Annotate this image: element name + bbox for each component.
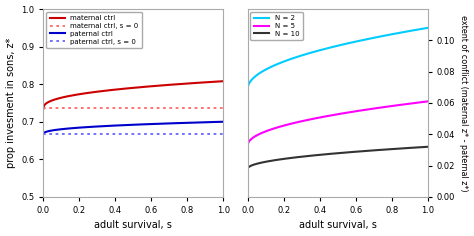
N = 2: [352, 40, 358, 43]
maternal ctrl, s = 0: [41, 106, 47, 109]
N = 10: [246, 166, 251, 169]
maternal ctrl, s = 0: [204, 106, 210, 109]
maternal ctrl: [148, 85, 154, 88]
paternal ctrl, s = 0: [220, 133, 226, 135]
paternal ctrl: [220, 120, 226, 123]
N = 5: [352, 110, 358, 113]
X-axis label: adult survival, s: adult survival, s: [94, 220, 173, 230]
N = 2: [408, 29, 414, 32]
N = 2: [246, 84, 251, 87]
paternal ctrl: [147, 123, 153, 126]
maternal ctrl, s = 0: [148, 106, 154, 109]
Y-axis label: extent of conflict (maternal z* - paternal z*): extent of conflict (maternal z* - patern…: [459, 15, 468, 191]
Line: maternal ctrl: maternal ctrl: [44, 81, 223, 109]
N = 2: [351, 41, 357, 43]
paternal ctrl, s = 0: [41, 133, 47, 135]
paternal ctrl: [151, 122, 156, 125]
N = 2: [355, 40, 361, 42]
maternal ctrl, s = 0: [151, 106, 156, 109]
paternal ctrl: [41, 131, 47, 134]
N = 5: [355, 110, 361, 112]
N = 2: [245, 88, 251, 90]
N = 5: [245, 144, 251, 147]
N = 5: [397, 104, 402, 106]
N = 5: [246, 141, 251, 144]
paternal ctrl, s = 0: [148, 133, 154, 135]
paternal ctrl: [192, 121, 198, 124]
N = 10: [355, 150, 361, 153]
maternal ctrl, s = 0: [41, 106, 46, 109]
paternal ctrl: [41, 133, 46, 135]
maternal ctrl: [151, 85, 156, 88]
Legend: maternal ctrl, maternal ctrl, s = 0, paternal ctrl, paternal ctrl, s = 0: maternal ctrl, maternal ctrl, s = 0, pat…: [46, 12, 142, 48]
Y-axis label: prop invesment in sons, z*: prop invesment in sons, z*: [6, 38, 16, 168]
X-axis label: adult survival, s: adult survival, s: [299, 220, 377, 230]
maternal ctrl: [204, 81, 210, 84]
N = 10: [245, 167, 251, 170]
maternal ctrl, s = 0: [147, 106, 153, 109]
N = 10: [425, 145, 430, 148]
N = 10: [352, 150, 358, 153]
N = 10: [351, 150, 357, 153]
N = 5: [351, 110, 357, 113]
N = 2: [397, 31, 402, 34]
paternal ctrl, s = 0: [41, 133, 46, 135]
maternal ctrl: [147, 85, 153, 88]
Line: N = 2: N = 2: [248, 28, 428, 89]
paternal ctrl, s = 0: [192, 133, 198, 135]
N = 5: [408, 102, 414, 105]
Text: B: B: [255, 15, 264, 28]
paternal ctrl: [204, 121, 210, 124]
maternal ctrl: [220, 80, 226, 83]
maternal ctrl, s = 0: [192, 106, 198, 109]
Text: A: A: [51, 15, 60, 28]
N = 2: [425, 26, 430, 29]
maternal ctrl: [41, 107, 46, 110]
maternal ctrl, s = 0: [220, 106, 226, 109]
maternal ctrl: [41, 104, 47, 107]
Legend: N = 2, N = 5, N = 10: N = 2, N = 5, N = 10: [250, 12, 303, 40]
N = 10: [408, 146, 414, 149]
paternal ctrl, s = 0: [151, 133, 156, 135]
paternal ctrl, s = 0: [204, 133, 210, 135]
N = 10: [397, 147, 402, 150]
Line: N = 5: N = 5: [248, 101, 428, 145]
Line: N = 10: N = 10: [248, 147, 428, 169]
paternal ctrl: [148, 123, 154, 126]
paternal ctrl, s = 0: [147, 133, 153, 135]
Line: paternal ctrl: paternal ctrl: [44, 122, 223, 134]
maternal ctrl: [192, 82, 198, 84]
N = 5: [425, 100, 430, 103]
